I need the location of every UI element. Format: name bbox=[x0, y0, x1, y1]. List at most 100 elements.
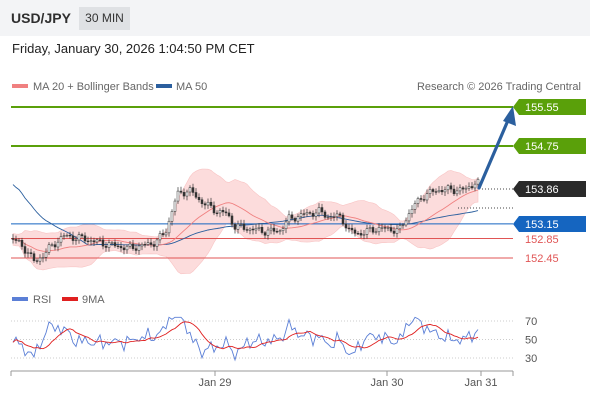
candlestick bbox=[344, 220, 348, 232]
candle-body bbox=[98, 239, 102, 241]
candle-body bbox=[251, 228, 255, 231]
candle-body bbox=[200, 199, 204, 204]
candle-body bbox=[164, 232, 168, 236]
candle-body bbox=[161, 233, 165, 236]
candlestick bbox=[161, 229, 165, 238]
candle-body bbox=[296, 216, 300, 222]
copyright-text: Research © 2026 Trading Central bbox=[417, 81, 581, 93]
candle-body bbox=[29, 252, 33, 254]
candle-body bbox=[38, 257, 42, 262]
candlestick bbox=[119, 242, 123, 252]
candlestick bbox=[56, 237, 60, 252]
candlestick bbox=[218, 208, 222, 218]
candle-body bbox=[137, 245, 141, 251]
candlestick bbox=[41, 252, 45, 263]
candlestick bbox=[215, 210, 219, 217]
candle-body bbox=[17, 239, 21, 242]
candlestick bbox=[35, 258, 39, 264]
candle-body bbox=[368, 227, 372, 229]
chart-header: USD/JPY 30 MIN bbox=[0, 0, 590, 36]
candlestick bbox=[158, 230, 162, 244]
candlestick bbox=[251, 225, 255, 235]
candlestick bbox=[233, 222, 237, 234]
candlestick bbox=[92, 237, 96, 247]
candlestick bbox=[440, 186, 444, 195]
candlestick bbox=[17, 237, 21, 243]
x-tick-label: Jan 31 bbox=[464, 377, 497, 389]
candle-body bbox=[47, 244, 51, 253]
candle-body bbox=[449, 185, 453, 190]
candlestick bbox=[443, 186, 447, 197]
candlestick bbox=[332, 212, 336, 222]
candle-body bbox=[446, 185, 450, 191]
candlestick bbox=[425, 189, 429, 204]
candlestick bbox=[110, 241, 114, 247]
candlestick bbox=[50, 242, 54, 247]
timeframe-button[interactable]: 30 MIN bbox=[79, 7, 130, 30]
candle-body bbox=[155, 239, 159, 247]
candlestick bbox=[248, 227, 252, 235]
x-tick-label: Jan 30 bbox=[370, 377, 403, 389]
candle-body bbox=[341, 214, 345, 225]
candlestick bbox=[113, 239, 117, 248]
candle-body bbox=[344, 223, 348, 229]
candlestick bbox=[269, 223, 273, 235]
candle-body bbox=[56, 241, 60, 248]
candle-body bbox=[476, 179, 480, 185]
ma9-legend-label: 9MA bbox=[82, 294, 105, 306]
candle-body bbox=[347, 227, 351, 230]
candle-body bbox=[146, 242, 150, 245]
candlestick bbox=[44, 248, 48, 262]
ma50-line bbox=[12, 184, 479, 246]
candlestick bbox=[428, 186, 432, 199]
rsi-ma9-line bbox=[12, 321, 479, 350]
candlestick bbox=[134, 244, 138, 254]
candle-body bbox=[416, 198, 420, 204]
candle-body bbox=[272, 227, 276, 232]
candlestick bbox=[353, 227, 357, 237]
candle-body bbox=[188, 187, 192, 193]
candlestick bbox=[467, 182, 471, 191]
candlestick bbox=[203, 201, 207, 210]
svg-text:153.86: 153.86 bbox=[525, 184, 559, 196]
candle-body bbox=[281, 228, 285, 231]
candle-body bbox=[398, 225, 402, 230]
candlestick bbox=[356, 230, 360, 235]
candlestick bbox=[314, 208, 318, 221]
candle-body bbox=[170, 211, 174, 222]
candle-body bbox=[473, 183, 477, 189]
candle-body bbox=[317, 207, 321, 214]
candlestick bbox=[206, 198, 210, 209]
candle-body bbox=[128, 243, 132, 247]
candle-body bbox=[242, 223, 246, 230]
candle-body bbox=[11, 238, 15, 240]
candlestick bbox=[431, 187, 435, 196]
forecast-arrow bbox=[477, 106, 516, 190]
time-axis: Jan 29 Jan 30 Jan 31 bbox=[10, 370, 514, 389]
candlestick bbox=[284, 217, 288, 234]
candlestick bbox=[125, 244, 129, 254]
candle-body bbox=[263, 232, 267, 236]
candlestick bbox=[317, 203, 321, 218]
candle-body bbox=[470, 186, 474, 189]
resistance-2-label: 155.55 bbox=[513, 99, 586, 115]
candle-body bbox=[50, 244, 54, 246]
support-2-label: 152.45 bbox=[525, 253, 559, 265]
candle-body bbox=[224, 211, 228, 214]
candlestick bbox=[188, 185, 192, 197]
candlestick bbox=[164, 228, 168, 238]
candle-body bbox=[236, 223, 240, 230]
candlestick bbox=[437, 186, 441, 194]
candlestick bbox=[422, 195, 426, 203]
support-1-label: 152.85 bbox=[525, 234, 559, 246]
candle-body bbox=[77, 234, 81, 241]
candlestick bbox=[224, 207, 228, 216]
candlestick bbox=[143, 241, 147, 248]
candlestick bbox=[398, 222, 402, 234]
candle-body bbox=[59, 236, 63, 243]
candle-body bbox=[284, 221, 288, 230]
candle-body bbox=[374, 231, 378, 233]
candle-body bbox=[326, 216, 330, 219]
candle-body bbox=[365, 228, 369, 235]
currency-pair-title: USD/JPY bbox=[11, 10, 71, 26]
